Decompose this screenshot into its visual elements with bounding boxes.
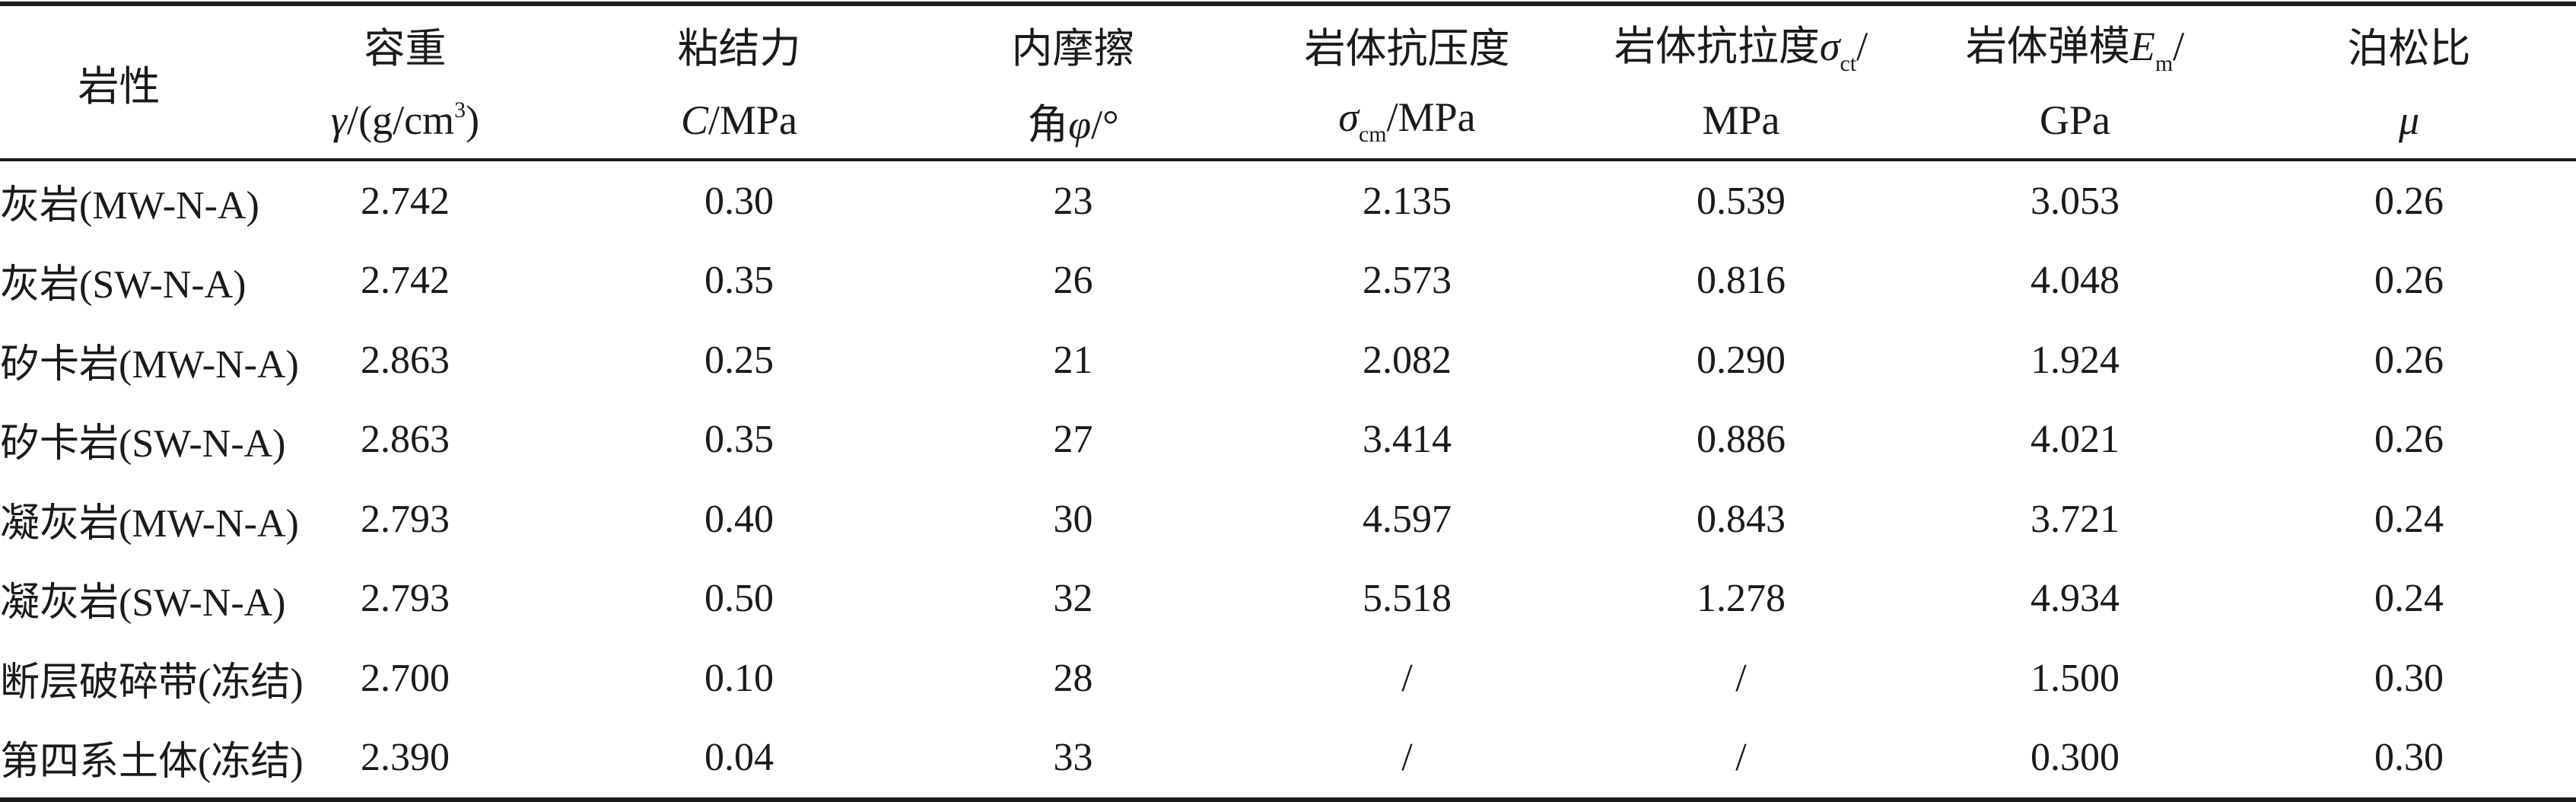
header-density-unit: γ/(g/cm3) (238, 82, 572, 161)
cell-friction: 27 (1053, 418, 1093, 462)
table-row: 第四系土体(冻结) 2.390 0.04 33//0.300 0.30 (0, 718, 2576, 802)
header-modulus-title: 岩体弹模Em/ (1908, 2, 2242, 82)
table-row: 灰岩(MW-N-A) 2.742 0.30 23 2.135 0.539 3.053 0.26 (0, 160, 2576, 241)
cell-friction: 23 (1053, 179, 1093, 223)
cell-tensile: 0.886 (1697, 418, 1786, 462)
cell-tensile: 0.843 (1697, 497, 1786, 541)
cell-compressive: 4.597 (1363, 497, 1452, 541)
cell-modulus: 1.924 (2031, 338, 2120, 382)
cell-modulus: 4.048 (2031, 259, 2120, 303)
table-row: 矽卡岩(SW-N-A) 2.863 0.35 27 3.414 0.886 4.021 0.2… (0, 400, 2576, 480)
header-cohesion-title: 粘结力 (572, 2, 906, 82)
header-poisson-title: 泊松比 (2242, 2, 2576, 82)
cell-cohesion: 0.50 (704, 577, 774, 621)
table-row: 灰岩(SW-N-A) 2.742 0.35 26 2.573 0.816 4.048 0.26 (0, 241, 2576, 321)
cell-density: 2.742 (361, 259, 450, 303)
header-poisson-symbol: μ (2242, 82, 2576, 161)
cell-tensile: 0.816 (1697, 259, 1786, 303)
cell-density: 2.793 (361, 497, 450, 541)
cell-friction: 21 (1053, 338, 1093, 382)
cell-name: 矽卡岩(MW-N-A) (0, 342, 299, 387)
cell-density: 2.742 (361, 179, 450, 223)
cell-poisson: 0.26 (2374, 418, 2444, 462)
header-friction-title: 内摩擦 (906, 2, 1240, 82)
table-row: 断层破碎带(冻结) 2.700 0.10 28 / / 1.500 0.30 (0, 638, 2576, 718)
cell-name: 第四系土体(冻结) (0, 718, 304, 802)
cell-tensile: 0.539 (1697, 179, 1786, 223)
header-density-title: 容重 (238, 2, 572, 82)
header-compressive-unit: σcm/MPa (1240, 82, 1574, 161)
cell-modulus: 3.053 (2031, 179, 2120, 223)
cell-modulus: 0.300 (1908, 718, 2242, 802)
cell-friction: 28 (1053, 656, 1093, 700)
cell-density: 2.863 (361, 338, 450, 382)
cell-poisson: 0.24 (2374, 577, 2444, 621)
cell-compressive: / (1401, 656, 1413, 700)
header-tensile-unit: MPa (1574, 82, 1908, 161)
cell-name: 灰岩(SW-N-A) (0, 263, 246, 307)
header-compressive-title: 岩体抗压度 (1240, 2, 1574, 82)
cell-modulus: 4.021 (2031, 418, 2120, 462)
cell-cohesion: 0.04 (572, 718, 906, 802)
header-rock-type: 岩性 (0, 2, 238, 161)
cell-cohesion: 0.25 (704, 338, 774, 382)
cell-poisson: 0.26 (2374, 338, 2444, 382)
cell-friction: 33 (906, 718, 1240, 802)
cell-friction: 26 (1053, 259, 1093, 303)
header-row-2: γ/(g/cm3) C/MPa 角φ/° σcm/MPa MPa GPa μ (0, 82, 2576, 161)
cell-modulus: 4.934 (2031, 577, 2120, 621)
cell-cohesion: 0.40 (704, 497, 774, 541)
header-modulus-unit: GPa (1908, 82, 2242, 161)
header-tensile-title: 岩体抗拉度σct/ (1574, 2, 1908, 82)
cell-cohesion: 0.10 (704, 656, 774, 700)
table-row: 凝灰岩(SW-N-A) 2.793 0.50 32 5.518 1.278 4.934 0.2… (0, 559, 2576, 639)
cell-cohesion: 0.35 (704, 259, 774, 303)
cell-compressive: 2.573 (1363, 259, 1452, 303)
cell-poisson: 0.24 (2374, 497, 2444, 541)
header-cohesion-unit: C/MPa (572, 82, 906, 161)
cell-name: 矽卡岩(SW-N-A) (0, 422, 286, 466)
cell-name: 凝灰岩(SW-N-A) (0, 581, 286, 625)
cell-tensile: 1.278 (1697, 577, 1786, 621)
cell-name: 灰岩(MW-N-A) (0, 183, 259, 228)
header-friction-unit: 角φ/° (906, 82, 1240, 161)
cell-cohesion: 0.30 (704, 179, 774, 223)
cell-name: 断层破碎带(冻结) (0, 660, 304, 705)
cell-poisson: 0.30 (2242, 718, 2576, 802)
cell-name: 凝灰岩(MW-N-A) (0, 501, 299, 546)
cell-cohesion: 0.35 (704, 418, 774, 462)
cell-density: 2.793 (361, 577, 450, 621)
cell-compressive: 3.414 (1363, 418, 1452, 462)
header-row-1: 岩性 容重 粘结力 内摩擦 岩体抗压度 岩体抗拉度σct/ 岩体弹模Em/ 泊松… (0, 2, 2576, 161)
cell-compressive: 2.135 (1363, 179, 1452, 223)
cell-modulus: 3.721 (2031, 497, 2120, 541)
cell-tensile: / (1574, 718, 1908, 802)
table-body: 灰岩(MW-N-A) 2.742 0.30 23 2.135 0.539 3.053 0.26… (0, 160, 2576, 802)
cell-density: 2.863 (361, 418, 450, 462)
cell-compressive: 5.518 (1363, 577, 1452, 621)
cell-friction: 32 (1053, 577, 1093, 621)
cell-poisson: 0.30 (2374, 656, 2444, 700)
cell-modulus: 1.500 (2031, 656, 2120, 700)
cell-density: 2.390 (238, 718, 572, 802)
table-row: 凝灰岩(MW-N-A) 2.793 0.40 30 4.597 0.843 3.721 0.2… (0, 479, 2576, 559)
cell-density: 2.700 (361, 656, 450, 700)
cell-poisson: 0.26 (2374, 259, 2444, 303)
cell-compressive: / (1240, 718, 1574, 802)
cell-tensile: 0.290 (1697, 338, 1786, 382)
cell-tensile: / (1735, 656, 1747, 700)
cell-compressive: 2.082 (1363, 338, 1452, 382)
cell-poisson: 0.26 (2374, 179, 2444, 223)
cell-friction: 30 (1053, 497, 1093, 541)
table-row: 矽卡岩(MW-N-A) 2.863 0.25 21 2.082 0.290 1.924 0.2… (0, 320, 2576, 400)
